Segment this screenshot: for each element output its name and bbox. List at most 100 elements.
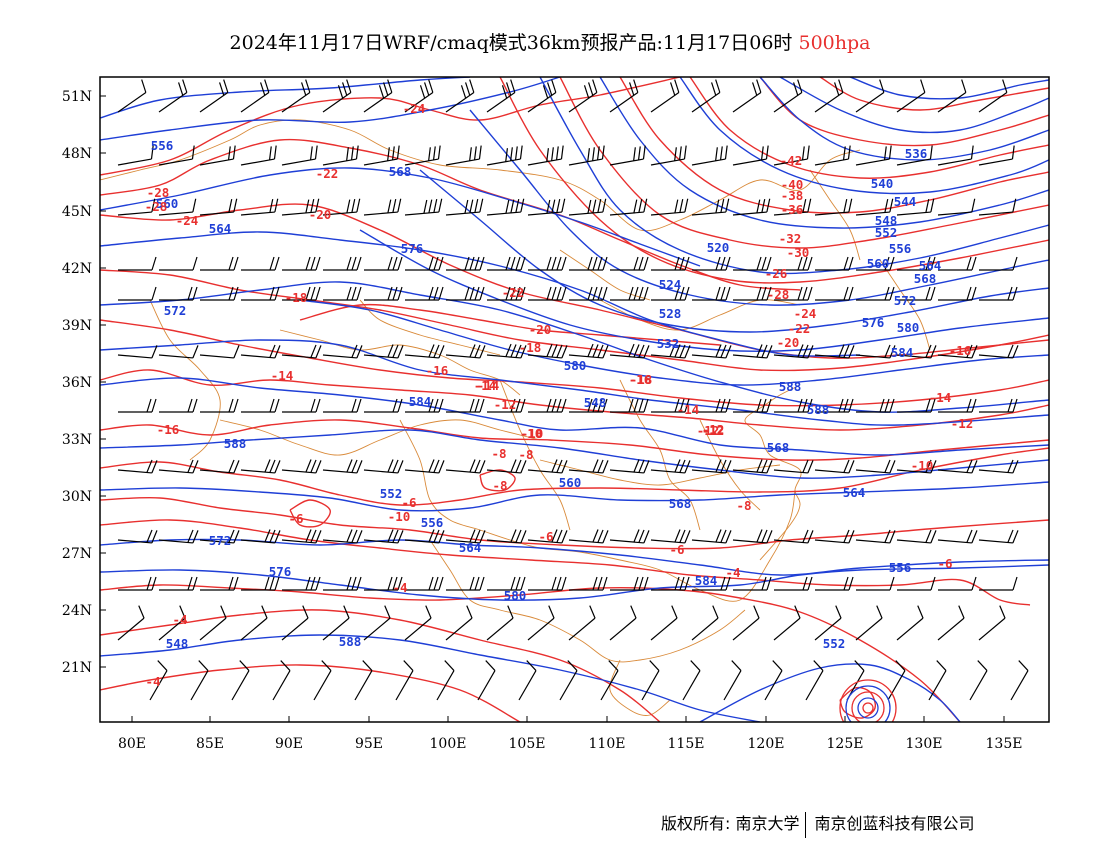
barb-feather: [387, 256, 393, 271]
barb-feather: [720, 286, 726, 301]
barb-shaft: [404, 539, 439, 544]
barb-feather: [725, 286, 731, 301]
barb-feather: [432, 146, 436, 161]
barb-feather: [478, 145, 482, 160]
wind-barb: [158, 79, 188, 113]
wind-barb: [609, 529, 650, 544]
temperature-label: -40: [781, 177, 804, 192]
barb-feather: [146, 576, 152, 591]
barb-feather: [802, 529, 809, 543]
barb-feather: [592, 576, 598, 591]
map-title: 2024年11月17日WRF/cmaq模式36km预报产品:11月17日06时 …: [0, 28, 1100, 55]
barb-shaft: [477, 670, 496, 701]
wind-barb: [282, 286, 321, 301]
barb-feather: [561, 530, 568, 544]
wind-barb: [240, 145, 277, 166]
barb-feather: [843, 199, 848, 213]
barb-feather: [510, 147, 513, 161]
barb-feather: [437, 145, 441, 160]
barb-feather: [264, 529, 271, 543]
barb-feather: [684, 576, 690, 591]
barb-feather: [551, 79, 557, 93]
barb-shaft: [568, 354, 603, 359]
barb-feather: [305, 199, 310, 214]
temperature-label: -6: [288, 511, 303, 526]
wind-barb: [651, 286, 690, 301]
height-label: 552: [380, 486, 403, 501]
barb-feather: [761, 286, 767, 301]
wind-barb: [241, 286, 280, 301]
wind-barb: [404, 605, 432, 641]
x-tick-label: 125E: [827, 736, 864, 752]
barb-feather: [261, 605, 268, 619]
barb-feather: [192, 530, 199, 544]
barb-feather: [920, 79, 926, 93]
barb-shaft: [773, 92, 803, 113]
barb-feather: [587, 286, 593, 301]
barb-shaft: [149, 670, 168, 701]
wind-barb: [199, 345, 240, 359]
title-main: 2024年11月17日WRF/cmaq模式36km预报产品:11月17日06时: [229, 32, 793, 54]
barb-feather: [587, 398, 593, 413]
barb-feather: [592, 256, 598, 271]
barb-feather: [592, 398, 598, 413]
barb-feather: [848, 460, 855, 474]
barb-feather: [642, 145, 646, 160]
temperature-label: -28: [147, 185, 170, 200]
barb-feather: [556, 256, 562, 271]
barb-feather: [356, 576, 362, 591]
wind-barb: [282, 398, 321, 413]
border-line: [100, 119, 861, 232]
wind-barb: [692, 286, 731, 301]
barb-feather: [346, 199, 351, 214]
barb-feather: [507, 605, 514, 619]
barb-feather: [520, 345, 527, 359]
wind-barb: [609, 145, 646, 166]
barb-feather: [546, 148, 549, 162]
barb-shaft: [600, 670, 619, 701]
wind-barb: [732, 145, 769, 166]
barb-feather: [971, 398, 977, 413]
barb-feather: [643, 576, 649, 591]
barb-feather: [551, 344, 558, 358]
barb-feather: [638, 344, 645, 358]
barb-feather: [157, 660, 168, 671]
wind-barb: [610, 576, 649, 591]
barb-feather: [392, 199, 397, 213]
barb-feather: [315, 398, 321, 413]
barb-feather: [712, 605, 719, 619]
wind-barb: [650, 145, 687, 166]
wind-barb: [528, 398, 567, 413]
barb-feather: [228, 398, 234, 413]
barb-feather: [264, 576, 270, 591]
wind-barb: [323, 576, 362, 591]
barb-shaft: [240, 92, 270, 113]
barb-feather: [392, 398, 398, 413]
barb-feather: [505, 199, 510, 214]
barb-feather: [848, 198, 853, 213]
temperature-contour-line: [100, 519, 1031, 606]
wind-barb: [117, 529, 158, 544]
barb-feather: [356, 286, 362, 301]
barb-shaft: [158, 158, 193, 166]
barb-shaft: [240, 211, 275, 216]
barb-shaft: [445, 211, 480, 216]
barb-feather: [305, 256, 311, 271]
wind-barb: [692, 256, 731, 271]
barb-shaft: [486, 469, 521, 474]
barb-feather: [474, 199, 479, 213]
barb-feather: [510, 576, 516, 591]
barb-feather: [761, 398, 767, 413]
barb-shaft: [896, 158, 931, 166]
barb-feather: [151, 576, 157, 591]
height-contour-line: [679, 77, 1049, 195]
wind-barb: [117, 345, 158, 359]
barb-shaft: [240, 617, 268, 641]
barb-feather: [556, 398, 562, 413]
typhoon-ring: [845, 685, 891, 722]
barb-feather: [551, 147, 554, 161]
temperature-contour-line: [289, 499, 331, 528]
border-line: [219, 419, 541, 456]
wind-barb: [363, 605, 391, 641]
barb-shaft: [527, 211, 562, 216]
